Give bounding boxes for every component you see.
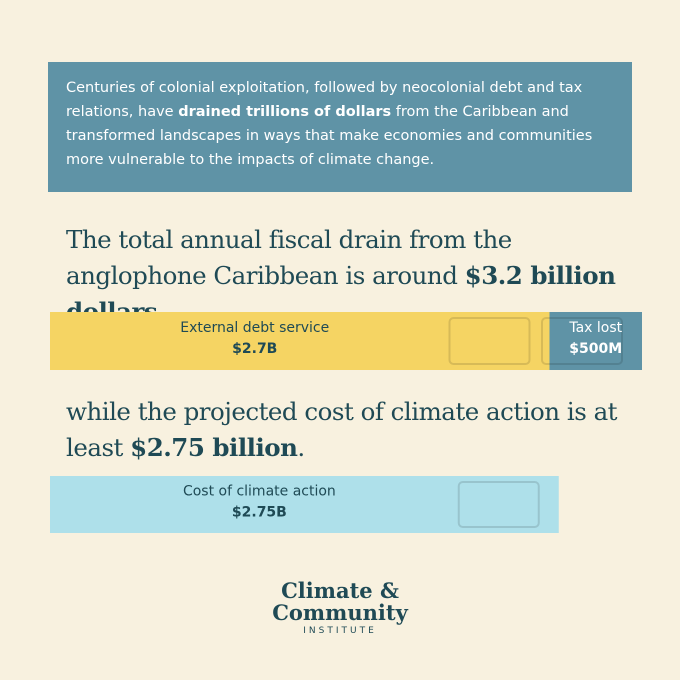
bar	[50, 312, 550, 370]
bar	[549, 312, 642, 370]
bar-label: Tax lost	[568, 320, 622, 336]
intro-box: Centuries of colonial exploitation, foll…	[48, 62, 632, 192]
headline: while the projected cost of climate acti…	[66, 394, 646, 466]
bar-value: $2.75B	[232, 505, 287, 521]
logo-line: INSTITUTE	[303, 626, 377, 636]
logo: Climate & Community INSTITUTE	[240, 580, 440, 638]
headline-bold: $2.75 billion	[130, 433, 298, 462]
bill-outline	[541, 317, 623, 365]
logo-line: Climate &	[281, 578, 399, 603]
bar-value: $2.7B	[232, 341, 277, 357]
headline-text: ,	[157, 297, 165, 326]
bar-value: $500M	[569, 341, 622, 357]
bar-label: Cost of climate action	[183, 484, 336, 500]
bill-outline	[457, 481, 540, 528]
intro-bold: drained trillions of dollars	[178, 104, 392, 120]
headline-text: .	[297, 433, 305, 462]
headline-text: while the projected cost of climate acti…	[66, 397, 618, 462]
intro-text: from the Caribbean and transformed lands…	[66, 104, 593, 168]
intro-text: Centuries of colonial exploitation, foll…	[66, 80, 583, 120]
bill-outline	[448, 317, 531, 365]
logo-line: Community	[272, 600, 408, 625]
headline-text: The total annual fiscal drain from the a…	[66, 225, 512, 290]
bar	[50, 476, 559, 533]
bar-label: External debt service	[180, 320, 329, 336]
